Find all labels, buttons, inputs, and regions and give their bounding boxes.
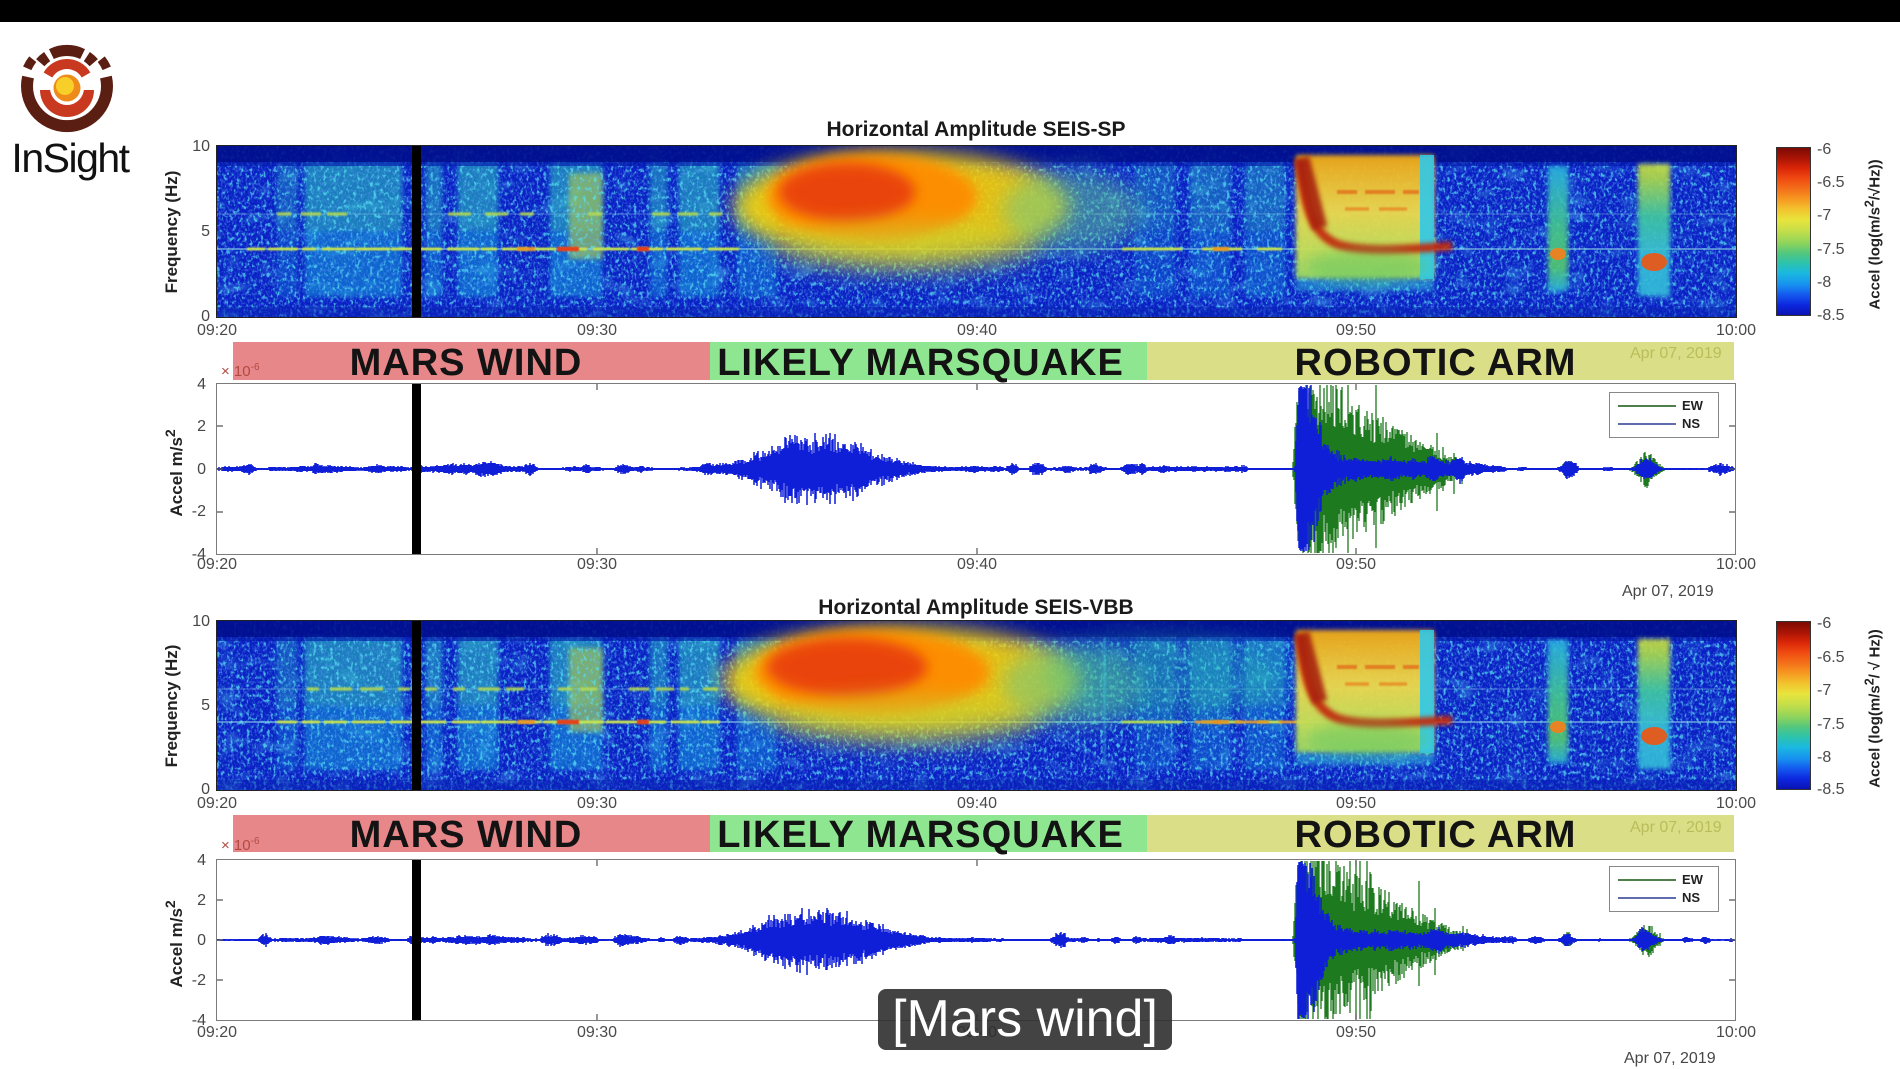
- svg-text:InSight: InSight: [14, 135, 131, 181]
